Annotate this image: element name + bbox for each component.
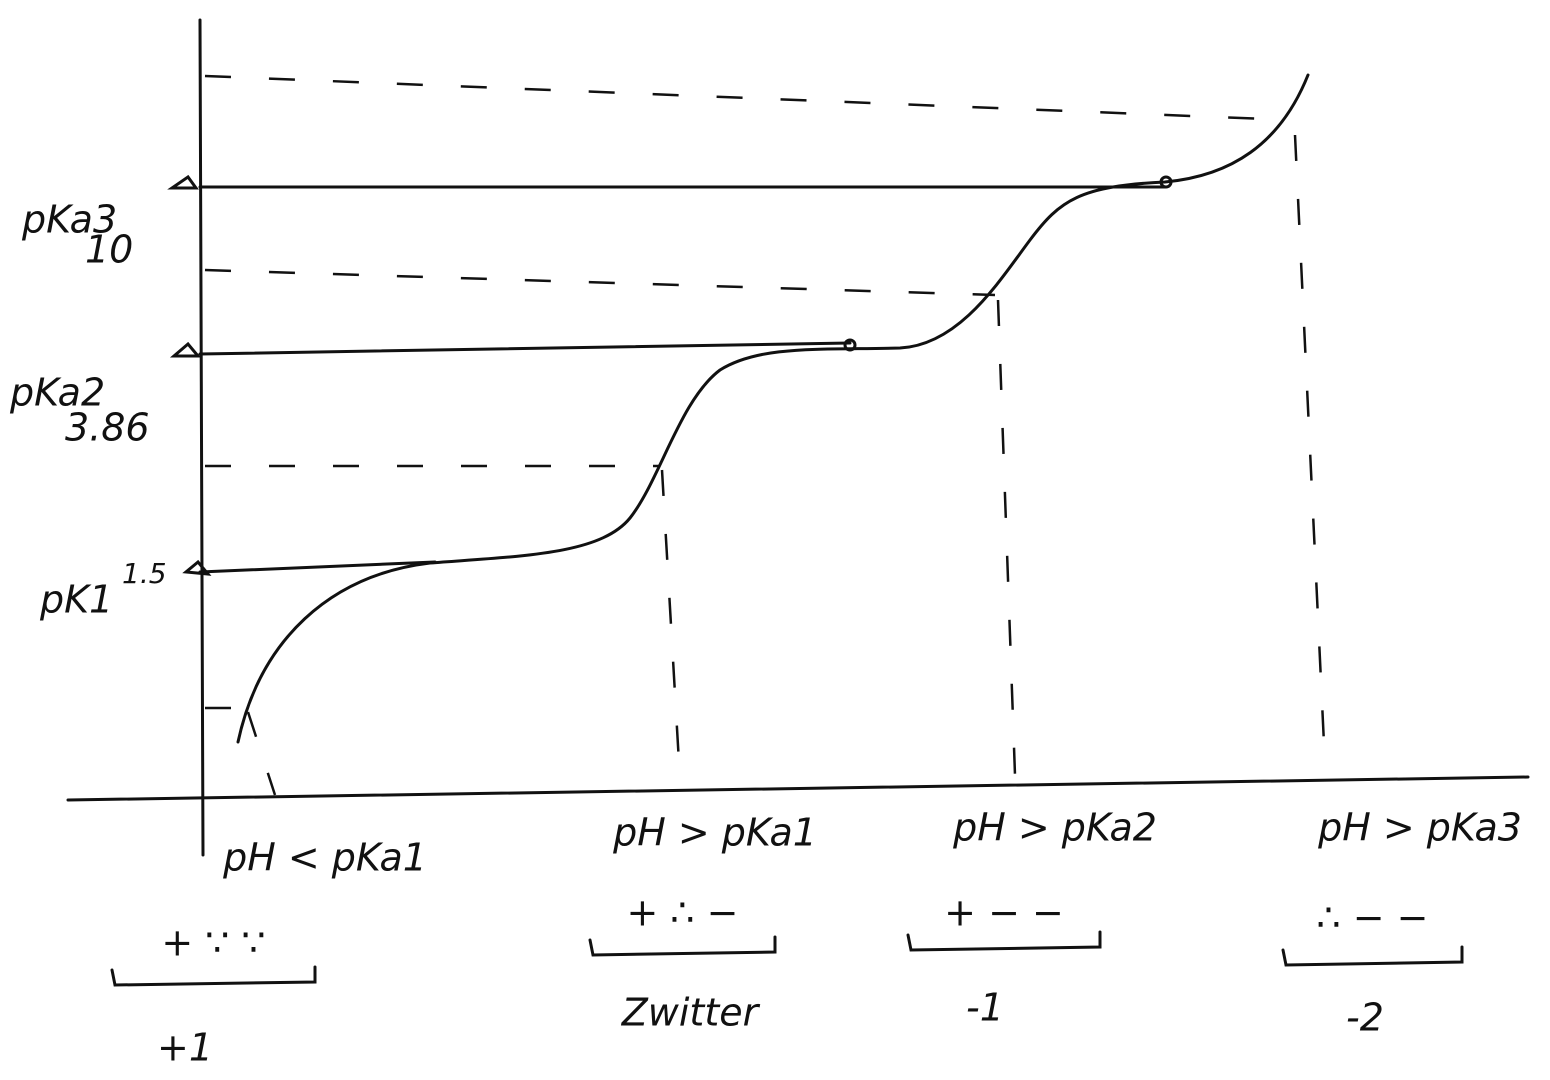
- region-condition: pH > pKa3: [1317, 806, 1522, 850]
- y-axis: [200, 20, 203, 855]
- charges: + ∵ ∵: [161, 921, 265, 965]
- charges: + ∴ −: [626, 891, 738, 935]
- pka-name: pK1: [39, 578, 113, 622]
- page: {"axis_labels": [ {"name": "pKa3", "valu…: [0, 0, 1550, 1080]
- bracket: [1283, 947, 1462, 965]
- bracket: [112, 967, 315, 985]
- bracket: [908, 932, 1100, 950]
- net-charge: +1: [157, 1026, 213, 1070]
- point: [845, 340, 855, 350]
- region-condition: pH > pKa2: [952, 806, 1157, 850]
- guide: [205, 76, 1290, 120]
- charges: ∴ − −: [1316, 896, 1428, 940]
- titration-curve: [238, 75, 1308, 742]
- guide: [1295, 135, 1325, 765]
- region-condition: pH < pKa1: [222, 836, 427, 880]
- guide: [662, 470, 680, 780]
- pka-value: 3.86: [65, 406, 150, 450]
- pka-value: 1.5: [122, 557, 167, 590]
- charges: + − −: [944, 891, 1064, 935]
- marker: [186, 562, 208, 574]
- region-condition: pH > pKa1: [612, 811, 817, 855]
- pka2-line: [200, 343, 850, 354]
- guide: [998, 300, 1015, 775]
- x-axis: [68, 777, 1528, 800]
- pka-value: 10: [85, 228, 133, 272]
- guide: [205, 270, 995, 295]
- guide: [248, 712, 275, 795]
- marker: [174, 344, 198, 356]
- bracket: [590, 937, 775, 955]
- net-charge: -2: [1346, 996, 1384, 1040]
- net-charge: Zwitter: [621, 991, 761, 1035]
- diagram: pKa3 10 pKa2 3.86 pK1 1.5 pH < pKa1+ ∵ ∵…: [0, 0, 1550, 1080]
- marker: [172, 177, 196, 188]
- net-charge: -1: [966, 986, 1004, 1030]
